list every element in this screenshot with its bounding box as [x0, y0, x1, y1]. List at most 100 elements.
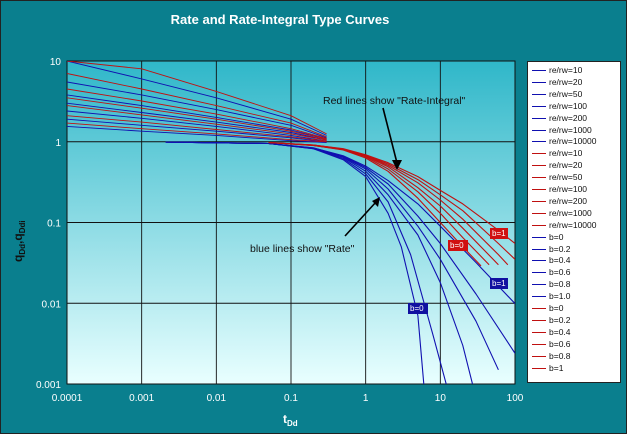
series-line-rate-re-rw-20 [67, 118, 327, 143]
legend: re/rw=10 re/rw=20 re/rw=50 re/rw=100 re/rw=2… [527, 61, 621, 383]
legend-swatch [532, 367, 546, 369]
legend-label: re/rw=50 [549, 172, 583, 183]
legend-item: re/rw=100 [528, 184, 620, 195]
legend-swatch [532, 296, 546, 298]
legend-item: re/rw=200 [528, 196, 620, 207]
legend-item: b=0 [528, 232, 620, 243]
legend-swatch [532, 248, 546, 250]
legend-label: re/rw=200 [549, 195, 588, 206]
legend-item: re/rw=50 [528, 89, 620, 100]
legend-swatch [532, 319, 546, 321]
legend-label: re/rw=10000 [549, 136, 597, 147]
legend-item: re/rw=20 [528, 160, 620, 171]
legend-label: re/rw=100 [549, 184, 588, 194]
x-tick-label: 0.1 [284, 393, 298, 404]
legend-label: re/rw=10 [549, 65, 583, 75]
legend-item: re/rw=200 [528, 113, 620, 124]
tag-integral-b1: b=1 [490, 228, 508, 239]
svg-text:b=1: b=1 [492, 229, 506, 238]
legend-label: b=0.4 [549, 255, 571, 266]
legend-label: re/rw=10 [549, 148, 583, 159]
legend-item: re/rw=1000 [528, 125, 620, 136]
legend-swatch [532, 236, 546, 238]
legend-label: b=1.0 [549, 291, 571, 302]
legend-swatch [532, 165, 546, 167]
series-line-rate-re-rw-100 [67, 102, 327, 141]
legend-label: re/rw=1000 [549, 124, 592, 135]
legend-swatch [532, 177, 546, 179]
legend-swatch [532, 212, 546, 214]
y-tick-label: 1 [55, 138, 61, 149]
legend-label: re/rw=20 [549, 160, 583, 171]
y-axis-label: qDd,qDdi [11, 220, 27, 262]
series-line-integral-re-rw-10 [67, 122, 327, 143]
x-axis-label-sub: Dd [287, 419, 298, 428]
blue-annotation-arrowhead [372, 197, 380, 207]
legend-swatch [532, 153, 546, 155]
svg-text:b=0: b=0 [410, 304, 424, 313]
tag-rate-b0: b=0 [408, 303, 428, 314]
legend-swatch [532, 284, 546, 286]
legend-item: re/rw=10 [528, 65, 620, 76]
legend-swatch [532, 141, 546, 143]
x-tick-labels: 0.0001 0.001 0.01 0.1 1 10 100 [52, 393, 524, 404]
legend-label: b=0.2 [549, 314, 571, 325]
x-tick-label: 1 [363, 393, 369, 404]
legend-label: b=0.8 [549, 350, 571, 361]
legend-swatch [532, 272, 546, 274]
legend-label: b=0 [549, 231, 564, 242]
series-line-rate-re-rw-1000 [67, 81, 327, 139]
legend-swatch [532, 260, 546, 262]
legend-item: b=0.6 [528, 267, 620, 278]
y-tick-label: 0.01 [42, 299, 62, 310]
legend-item: b=0.6 [528, 339, 620, 350]
blue-annotation-arrow [344, 201, 377, 237]
legend-swatch [532, 355, 546, 357]
y-tick-label: 10 [50, 57, 62, 68]
legend-label: b=0.8 [549, 279, 571, 290]
y-tick-labels: 10 1 0.1 0.01 0.001 [36, 57, 61, 391]
legend-swatch [532, 93, 546, 95]
tag-integral-b0: b=0 [448, 240, 468, 251]
series-line-rate-re-rw-10 [67, 125, 327, 143]
legend-label: re/rw=20 [549, 76, 583, 87]
legend-swatch [532, 308, 546, 309]
red-annotation-arrowhead [392, 160, 402, 170]
legend-label: re/rw=200 [549, 112, 588, 123]
legend-item: b=0.8 [528, 279, 620, 290]
x-tick-label: 0.01 [207, 393, 227, 404]
series-line-rate-re-rw-50 [67, 110, 327, 142]
legend-label: b=0 [549, 303, 564, 313]
legend-item: b=0.2 [528, 315, 620, 326]
legend-item: re/rw=20 [528, 77, 620, 88]
series-line-integral-re-rw-100 [67, 97, 327, 140]
y-tick-label: 0.001 [36, 380, 61, 391]
svg-text:b=0: b=0 [450, 241, 464, 250]
series-line-integral-b-1 [268, 141, 515, 244]
legend-label: b=0.4 [549, 326, 571, 337]
legend-item: b=0.4 [528, 255, 620, 266]
series-line-rate-re-rw-200 [67, 94, 327, 140]
red-lines-annotation: Red lines show "Rate-Integral" [323, 95, 466, 107]
legend-label: re/rw=50 [549, 88, 583, 99]
legend-item: b=0.8 [528, 351, 620, 362]
legend-swatch [532, 70, 546, 71]
legend-label: b=1 [549, 362, 564, 373]
y-axis-label-sub2: Ddi [18, 220, 27, 233]
legend-swatch [532, 224, 546, 226]
legend-swatch [532, 129, 546, 131]
legend-item: b=1.0 [528, 291, 620, 302]
legend-item: re/rw=50 [528, 172, 620, 183]
x-tick-label: 100 [507, 393, 524, 404]
legend-swatch [532, 105, 546, 107]
series-lines [67, 61, 515, 384]
x-tick-label: 10 [435, 393, 447, 404]
y-tick-label: 0.1 [47, 219, 61, 230]
legend-label: re/rw=10000 [549, 219, 597, 230]
legend-item: b=0 [528, 303, 620, 314]
blue-lines-annotation: blue lines show "Rate" [250, 243, 355, 255]
series-line-integral-re-rw-20 [67, 115, 327, 142]
svg-text:b=1: b=1 [492, 279, 506, 288]
legend-swatch [532, 200, 546, 202]
legend-item: b=1 [528, 363, 620, 374]
